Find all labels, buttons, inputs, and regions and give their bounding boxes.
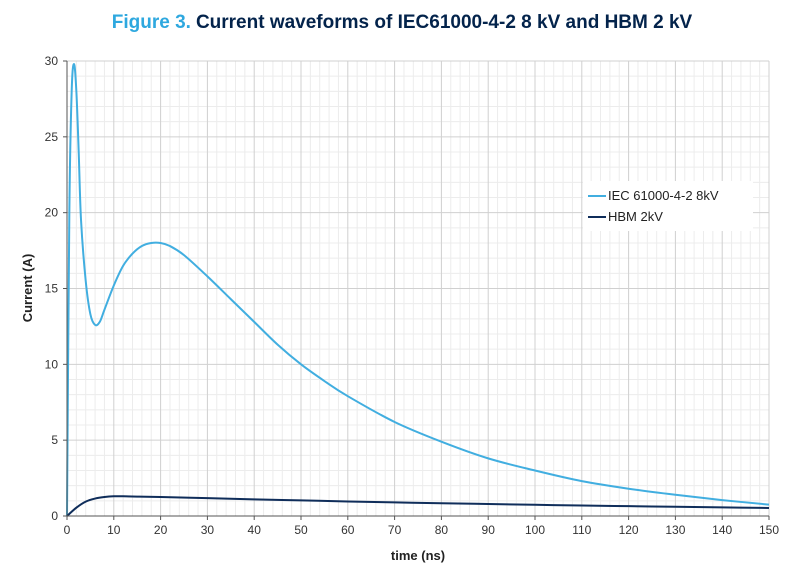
x-tick-label: 100 (525, 523, 545, 537)
x-tick-label: 0 (64, 523, 71, 537)
chart-title: Figure 3. Current waveforms of IEC61000-4… (112, 12, 693, 33)
legend-background (583, 181, 753, 231)
x-tick-label: 140 (712, 523, 732, 537)
title-text: Current waveforms of IEC61000-4-2 8 kV a… (196, 12, 693, 33)
x-tick-label: 10 (107, 523, 121, 537)
x-tick-label: 30 (201, 523, 215, 537)
legend-label-iec: IEC 61000-4-2 8kV (608, 188, 719, 203)
x-axis-label: time (ns) (391, 548, 445, 563)
y-tick-label: 15 (45, 282, 59, 296)
x-tick-label: 150 (759, 523, 779, 537)
x-tick-label: 20 (154, 523, 168, 537)
x-tick-label: 40 (248, 523, 262, 537)
y-tick-label: 20 (45, 206, 59, 220)
y-axis-label: Current (A) (20, 254, 35, 323)
figure-number: Figure 3. (112, 12, 191, 33)
x-tick-label: 70 (388, 523, 402, 537)
x-tick-label: 120 (619, 523, 639, 537)
y-tick-label: 5 (51, 433, 58, 447)
x-tick-label: 110 (572, 523, 591, 537)
series-layer (66, 63, 770, 517)
x-tick-label: 50 (294, 523, 308, 537)
grid (66, 60, 770, 517)
legend: IEC 61000-4-2 8kV HBM 2kV (583, 181, 753, 231)
y-tick-label: 30 (45, 54, 59, 68)
series-line-iec (66, 63, 770, 517)
y-tick-label: 10 (45, 357, 59, 371)
x-tick-label: 130 (665, 523, 685, 537)
x-tick-label: 80 (435, 523, 449, 537)
x-tick-label: 60 (341, 523, 355, 537)
series-line-hbm (66, 495, 770, 517)
y-tick-label: 25 (45, 130, 59, 144)
axes: 0 10 20 30 40 50 60 70 80 90 100 110 120 130 140 150 0 5 1… (45, 54, 780, 537)
y-tick-label: 0 (51, 509, 58, 523)
legend-label-hbm: HBM 2kV (608, 209, 663, 224)
x-tick-label: 90 (482, 523, 496, 537)
